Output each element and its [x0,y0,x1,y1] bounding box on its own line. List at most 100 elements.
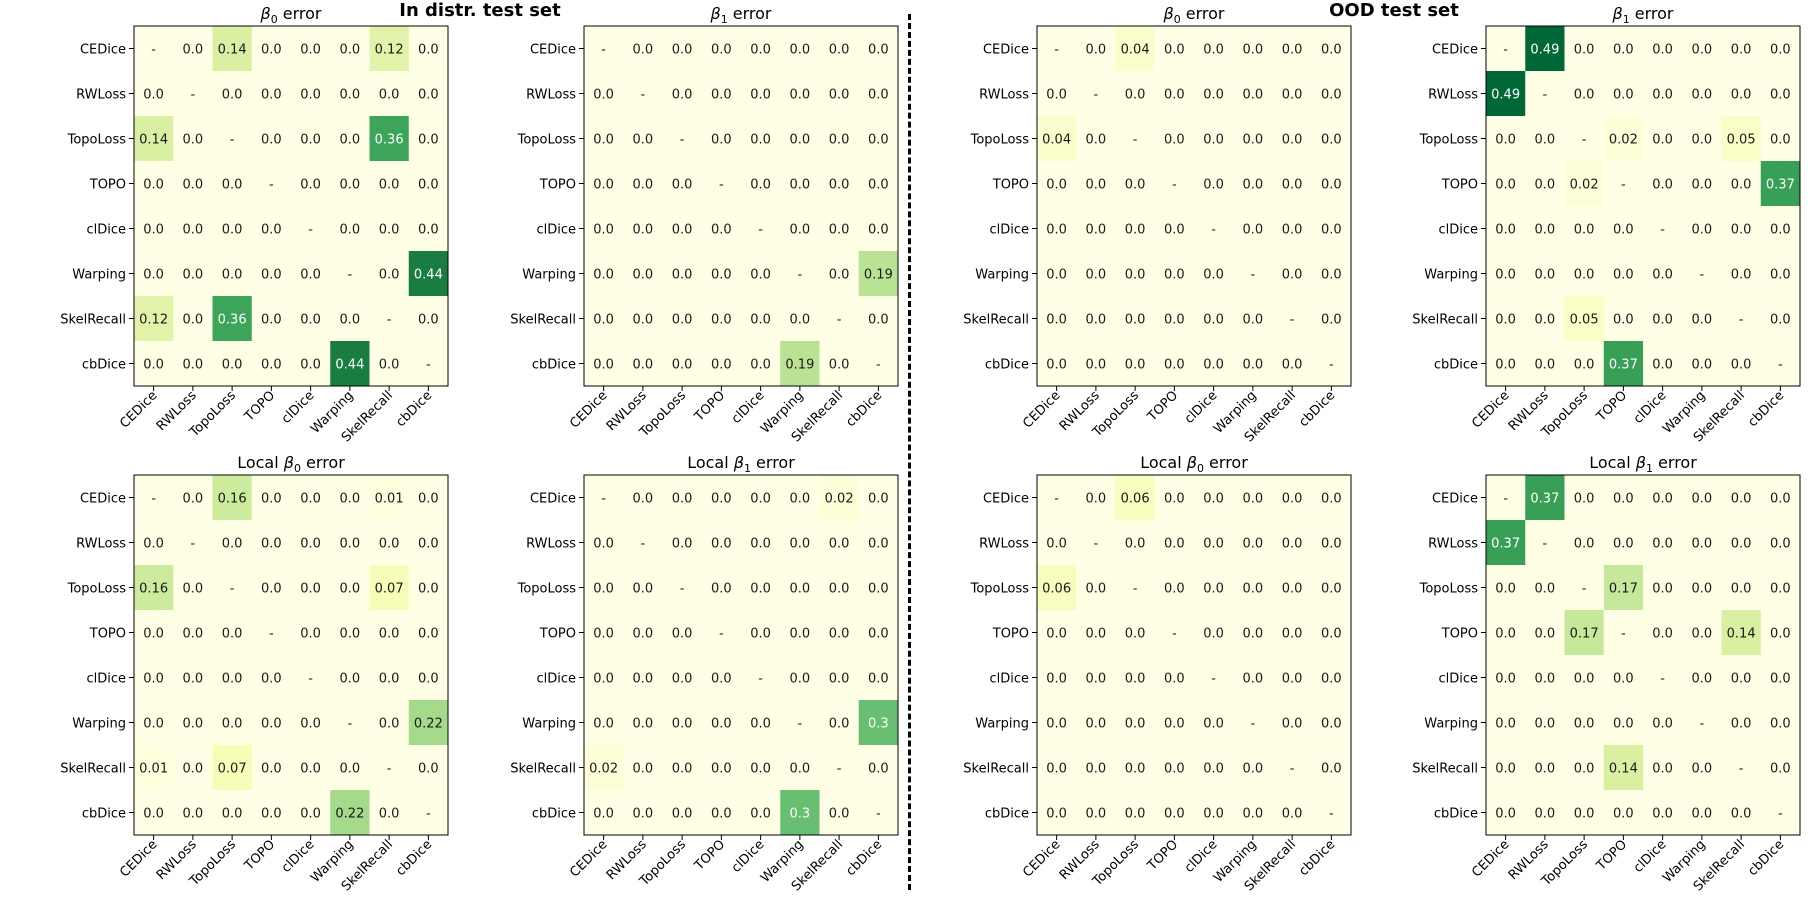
heatmap-cell [134,520,174,566]
heatmap-cell [741,26,781,72]
cell-value-label: 0.0 [672,537,693,552]
heatmap-cell [1194,251,1234,297]
x-tick-label: clDice [1182,388,1221,427]
heatmap-cell [819,745,860,791]
cell-value-label: 0.0 [183,43,204,58]
heatmap-cell [212,790,253,836]
cell-value-label: 0.0 [1692,627,1713,642]
heatmap-cell [858,700,899,746]
heatmap-cell [741,296,781,342]
heatmap-cell [662,520,703,566]
cell-value-label: 0.0 [711,537,732,552]
heatmap-cell [662,610,703,656]
heatmap-cell [819,161,860,207]
cell-value-label: 0.0 [633,717,654,732]
heatmap-cell [1076,610,1116,656]
heatmap-cell [819,341,860,387]
cell-value-label: 0.0 [1652,268,1673,283]
heatmap-cell [1154,565,1195,611]
cell-value-label: - [1700,717,1705,732]
y-tick-label: TopoLoss [1419,133,1479,148]
cell-value-label: - [1329,358,1334,373]
cell-value-label: 0.06 [1121,492,1150,507]
heatmap-cell [662,251,703,297]
heatmap-cell [173,655,213,701]
cell-value-label: 0.0 [1692,223,1713,238]
heatmap-cell [741,745,781,791]
heatmap-cell [1486,475,1526,521]
x-tick-label: clDice [279,388,318,427]
heatmap-cell [1643,790,1683,836]
y-tick-label: TopoLoss [970,582,1030,597]
cell-value-label: 0.0 [1164,358,1185,373]
heatmap-cell [1721,296,1762,342]
x-tick-label: TOPO [691,388,728,425]
y-tick-label: RWLoss [1428,88,1478,103]
cell-value-label: - [876,807,881,822]
heatmap-cell [251,71,292,117]
y-tick-label: Warping [72,717,126,732]
cell-value-label: 0.0 [1321,178,1342,193]
cell-value-label: 0.0 [868,313,889,328]
cell-value-label: 0.0 [1731,88,1752,103]
heatmap-cell [1311,745,1352,791]
heatmap-cell [1760,475,1801,521]
cell-value-label: 0.0 [593,268,614,283]
cell-value-label: - [1251,717,1256,732]
cell-value-label: 0.0 [633,133,654,148]
heatmap-cell [741,206,781,252]
heatmap-cell [1037,251,1077,297]
y-tick-label: cbDice [532,358,576,373]
heatmap-cell [1037,161,1077,207]
heatmap-cell [1233,296,1273,342]
cell-value-label: 0.0 [1203,178,1224,193]
y-tick-label: clDice [536,672,576,687]
cell-value-label: 0.0 [1243,492,1264,507]
cell-value-label: 0.0 [222,178,243,193]
cell-value-label: 0.3 [790,807,811,822]
cell-value-label: 0.01 [375,492,404,507]
y-tick-label: CEDice [983,492,1029,507]
cell-value-label: 0.0 [143,627,164,642]
cell-value-label: 0.0 [829,537,850,552]
cell-value-label: 0.17 [1609,582,1638,597]
heatmap-cell [623,116,663,162]
heatmap-cell [780,161,820,207]
cell-value-label: 0.0 [143,717,164,732]
heatmap-cell [1115,116,1156,162]
cell-value-label: 0.0 [1613,717,1634,732]
cell-value-label: 0.0 [1731,268,1752,283]
heatmap-cell [1311,26,1352,72]
heatmap-cell [1643,565,1683,611]
heatmap-cell [1311,116,1352,162]
cell-value-label: 0.0 [1282,627,1303,642]
panel-title: β1 error [1611,4,1673,26]
cell-value-label: 0.0 [1203,492,1224,507]
cell-value-label: - [837,313,842,328]
cell-value-label: - [1172,627,1177,642]
cell-value-label: 0.49 [1491,88,1520,103]
heatmap-cell [291,251,331,297]
cell-value-label: 0.0 [1535,178,1556,193]
heatmap-cell [623,475,663,521]
cell-value-label: 0.0 [1652,133,1673,148]
y-tick-label: Warping [522,717,576,732]
cell-value-label: 0.0 [593,627,614,642]
cell-value-label: - [641,537,646,552]
heatmap-cell [369,26,410,72]
heatmap-cell [623,161,663,207]
cell-value-label: 0.0 [1243,43,1264,58]
cell-value-label: 0.0 [829,88,850,103]
heatmap-cell [701,296,742,342]
cell-value-label: - [719,178,724,193]
heatmap-cell [1311,71,1352,117]
cell-value-label: 0.0 [1086,762,1107,777]
panel-title: Local β0 error [237,453,345,475]
heatmap-cell [251,341,292,387]
cell-value-label: 0.0 [1086,358,1107,373]
cell-value-label: 0.0 [1164,313,1185,328]
cell-value-label: - [1094,537,1099,552]
cell-value-label: 0.0 [1086,627,1107,642]
heatmap-cell [819,610,860,656]
heatmap-cell [291,655,331,701]
